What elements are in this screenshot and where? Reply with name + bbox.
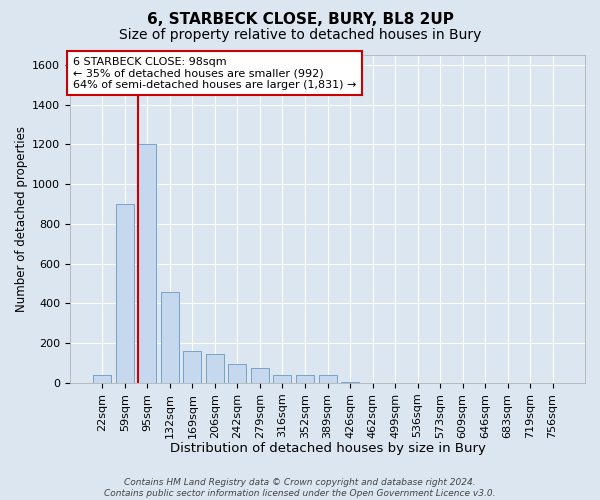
- Bar: [206, 354, 224, 383]
- Bar: [184, 351, 202, 383]
- Y-axis label: Number of detached properties: Number of detached properties: [15, 126, 28, 312]
- Bar: [251, 368, 269, 383]
- Text: 6 STARBECK CLOSE: 98sqm
← 35% of detached houses are smaller (992)
64% of semi-d: 6 STARBECK CLOSE: 98sqm ← 35% of detache…: [73, 56, 356, 90]
- Bar: [274, 375, 292, 383]
- X-axis label: Distribution of detached houses by size in Bury: Distribution of detached houses by size …: [170, 442, 485, 455]
- Bar: [116, 204, 134, 383]
- Bar: [341, 382, 359, 383]
- Bar: [94, 375, 112, 383]
- Bar: [139, 144, 157, 383]
- Bar: [161, 292, 179, 383]
- Text: Contains HM Land Registry data © Crown copyright and database right 2024.
Contai: Contains HM Land Registry data © Crown c…: [104, 478, 496, 498]
- Text: Size of property relative to detached houses in Bury: Size of property relative to detached ho…: [119, 28, 481, 42]
- Bar: [229, 364, 247, 383]
- Bar: [296, 375, 314, 383]
- Text: 6, STARBECK CLOSE, BURY, BL8 2UP: 6, STARBECK CLOSE, BURY, BL8 2UP: [146, 12, 454, 28]
- Bar: [319, 375, 337, 383]
